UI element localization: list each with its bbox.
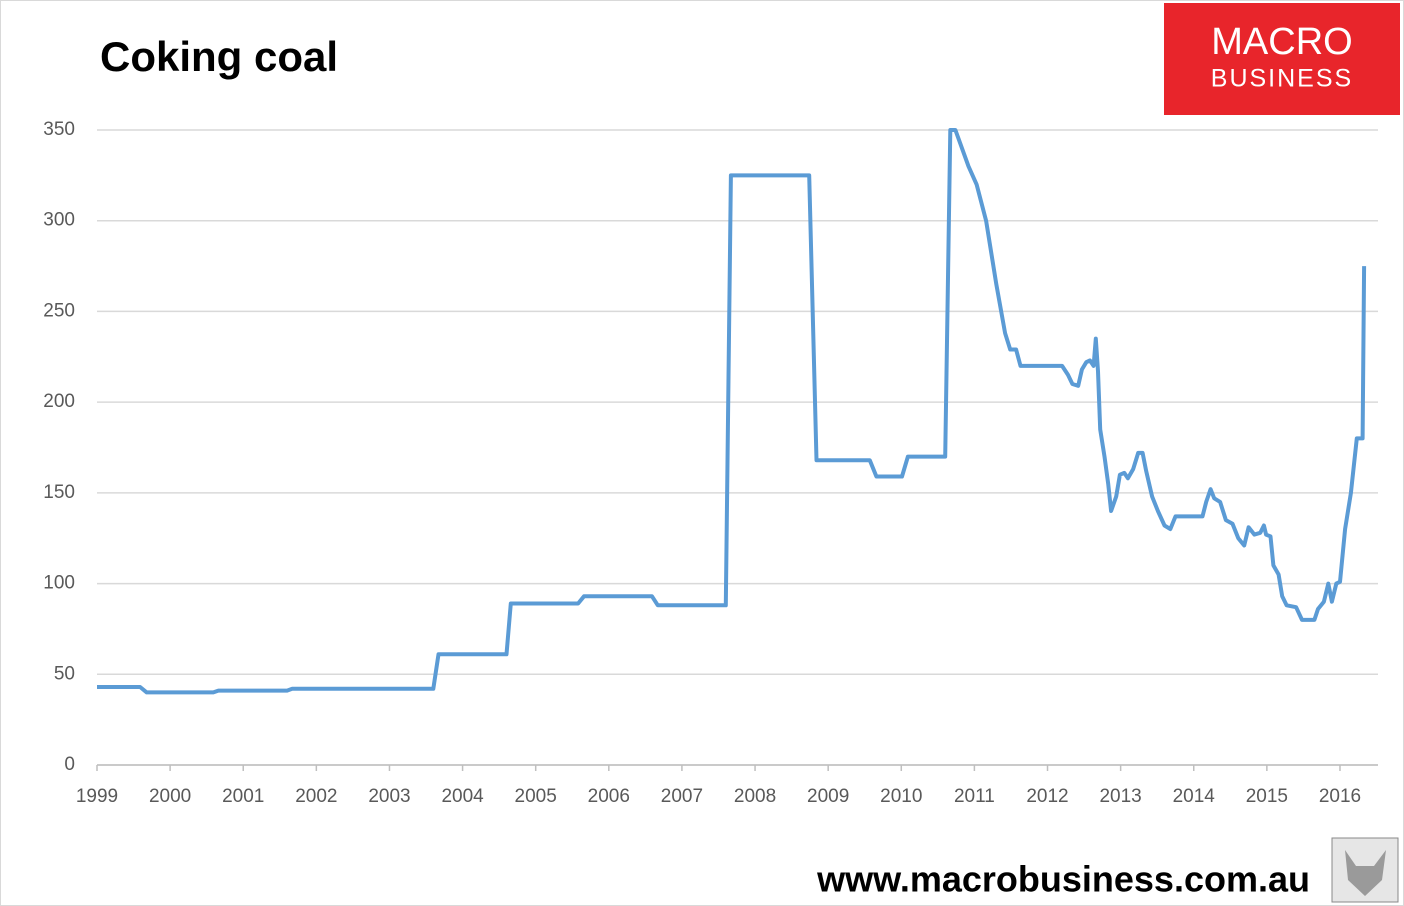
x-tick-label: 1999 <box>76 786 118 807</box>
x-tick-label: 2010 <box>880 786 922 807</box>
data-line <box>97 128 1367 695</box>
x-tick-label: 2011 <box>954 786 995 807</box>
y-tick-label: 300 <box>43 210 75 231</box>
x-tick-label: 2015 <box>1246 786 1288 807</box>
x-tick-label: 2014 <box>1173 786 1216 807</box>
x-tick-label: 2008 <box>734 786 776 807</box>
x-tick-label: 2009 <box>807 786 849 807</box>
x-tick-label: 2007 <box>661 786 703 807</box>
x-tick-label: 2013 <box>1099 786 1141 807</box>
x-tick-label: 2001 <box>222 786 264 807</box>
x-tick-label: 2016 <box>1319 786 1361 807</box>
y-tick-label: 50 <box>54 663 75 684</box>
logo-text: BUSINESS <box>1211 65 1353 93</box>
y-tick-label: 250 <box>43 300 75 321</box>
x-tick-label: 2004 <box>441 786 484 807</box>
x-tick-label: 2000 <box>149 786 191 807</box>
y-tick-label: 150 <box>43 482 75 503</box>
y-tick-label: 350 <box>43 119 75 140</box>
y-tick-label: 0 <box>64 754 75 775</box>
source-url: www.macrobusiness.com.au <box>816 859 1310 900</box>
y-tick-label: 200 <box>43 391 75 412</box>
x-tick-label: 2006 <box>588 786 630 807</box>
x-tick-label: 2012 <box>1026 786 1068 807</box>
y-tick-label: 100 <box>43 573 75 594</box>
logo-text: MACRO <box>1211 21 1352 63</box>
logo-box <box>1164 3 1400 115</box>
chart-title: Coking coal <box>100 33 338 80</box>
x-tick-label: 2003 <box>368 786 410 807</box>
wolf-icon <box>1345 850 1386 896</box>
x-tick-label: 2005 <box>515 786 557 807</box>
x-tick-label: 2002 <box>295 786 337 807</box>
